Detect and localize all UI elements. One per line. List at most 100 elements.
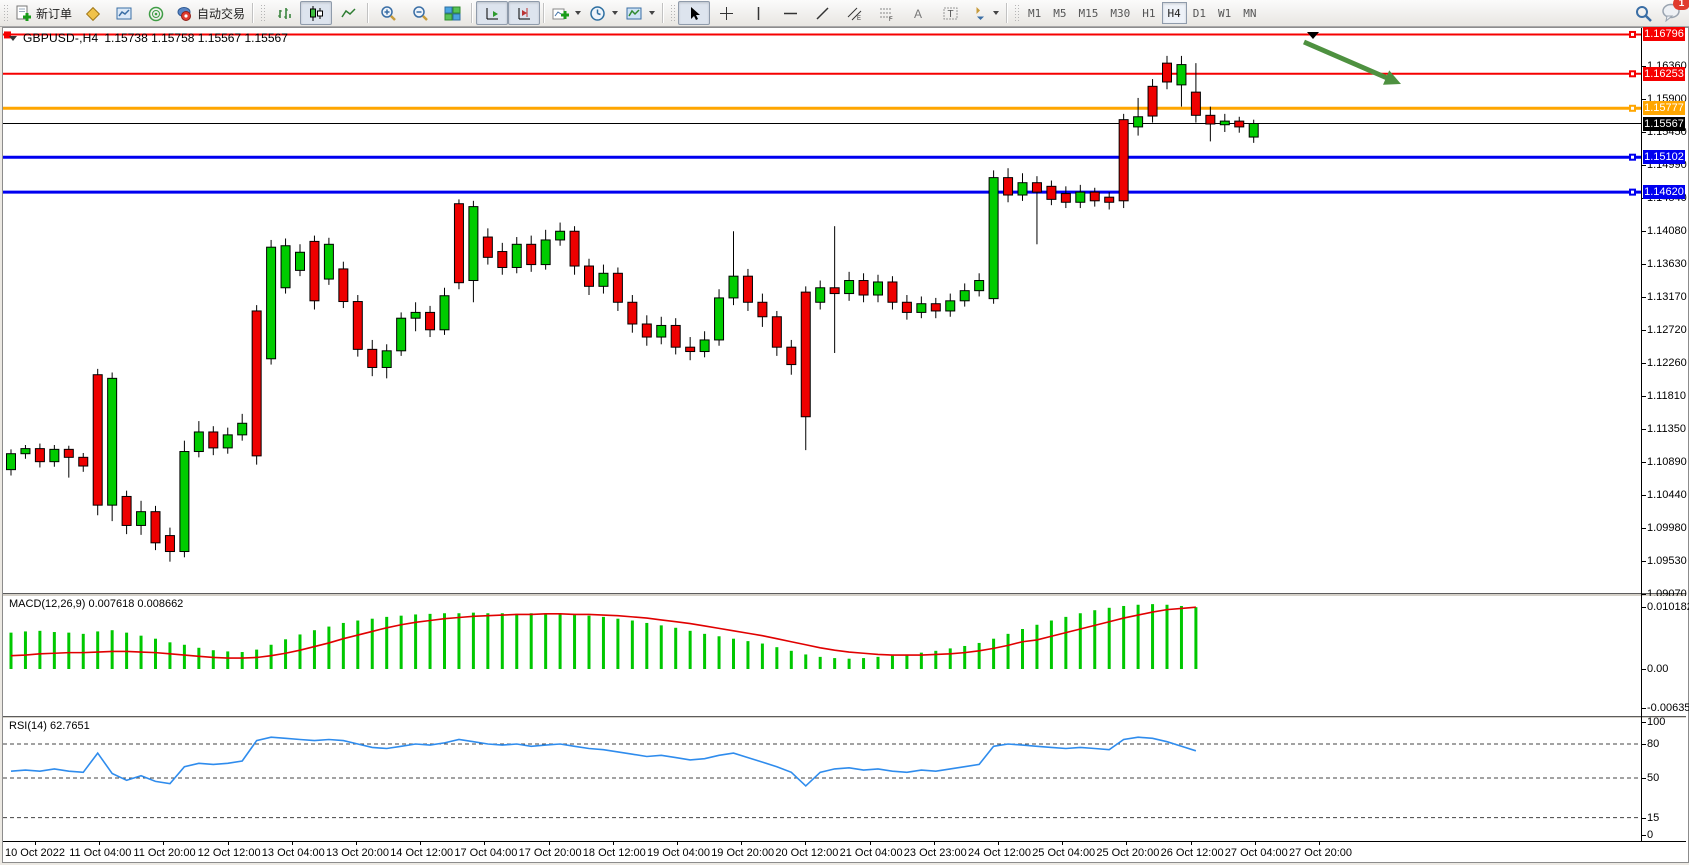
templates-dropdown-arrow[interactable] xyxy=(649,11,656,15)
time-axis-label: 11 Oct 20:00 xyxy=(133,847,196,859)
chat-icon[interactable]: 1 xyxy=(1661,0,1689,22)
timeframe-button-m30[interactable]: M30 xyxy=(1110,6,1131,20)
chart-shift-button[interactable] xyxy=(508,1,541,25)
candle-body xyxy=(714,297,725,341)
candle-body xyxy=(612,272,623,303)
indicators-dropdown-arrow[interactable] xyxy=(575,11,582,15)
zoom-in-button[interactable] xyxy=(372,1,404,25)
price-axis[interactable]: 1.163601.159001.154501.149901.145401.140… xyxy=(1642,27,1687,600)
candle-body xyxy=(63,448,74,458)
trend-arrow-head xyxy=(1383,70,1401,85)
candlestick-chart-button[interactable] xyxy=(300,1,333,25)
timeframe-button-w1[interactable]: W1 xyxy=(1218,6,1232,20)
search-icon[interactable] xyxy=(1634,4,1652,22)
candle-body xyxy=(945,300,956,312)
svg-text:T: T xyxy=(947,9,953,20)
vertical-line-button[interactable] xyxy=(742,1,774,25)
down-triangle-marker[interactable] xyxy=(1307,32,1319,39)
price-axis-line xyxy=(1641,28,1642,841)
axis-tick-label: 1.12720 xyxy=(1647,324,1687,336)
toolbar-grip[interactable] xyxy=(260,4,266,22)
timeframe-button-m5[interactable]: M5 xyxy=(1053,6,1067,20)
cursor-button[interactable] xyxy=(678,1,711,25)
fibonacci-button[interactable]: F xyxy=(870,1,902,25)
auto-scroll-button[interactable] xyxy=(476,1,509,25)
arrows-button[interactable] xyxy=(966,1,1003,25)
macd-panel[interactable]: MACD(12,26,9) 0.007618 0.008662 xyxy=(3,596,1641,716)
charts-window-button[interactable] xyxy=(108,1,140,25)
profiles-button[interactable] xyxy=(76,1,108,25)
timeframe-button-mn[interactable]: MN xyxy=(1243,6,1257,20)
trendline-button[interactable] xyxy=(806,1,838,25)
arrows-dropdown-arrow[interactable] xyxy=(993,11,1000,15)
axis-tick-mark xyxy=(1642,722,1646,723)
rsi-chart-surface[interactable] xyxy=(3,718,1641,841)
candle-body xyxy=(20,448,31,455)
hline-left-anchor[interactable] xyxy=(4,31,11,39)
text-label-button[interactable]: T xyxy=(934,1,966,25)
candle-body xyxy=(323,243,334,280)
candle-body xyxy=(453,203,464,284)
axis-tick-label: 0.010182 xyxy=(1647,601,1689,613)
hline-anchor-dot xyxy=(1631,190,1634,194)
candle-body xyxy=(121,495,132,526)
crosshair-button[interactable] xyxy=(710,1,742,25)
timeframe-button-m15[interactable]: M15 xyxy=(1078,6,1099,20)
text-icon: A xyxy=(910,5,927,22)
toolbar-grip[interactable] xyxy=(1014,4,1020,22)
axis-tick-mark xyxy=(1642,744,1646,745)
line-chart-icon xyxy=(340,5,357,22)
macd-axis[interactable]: 0.010182 0.00 -0.006357 xyxy=(1642,596,1689,716)
bar-chart-button[interactable] xyxy=(268,1,300,25)
templates-button[interactable] xyxy=(622,1,659,25)
macd-chart-surface[interactable] xyxy=(3,596,1641,716)
time-axis[interactable]: 10 Oct 2022 11 Oct 04:00 11 Oct 20:00 12 Oc… xyxy=(3,841,1686,862)
periods-button[interactable] xyxy=(585,1,622,25)
new-order-button[interactable]: 新订单 xyxy=(11,1,76,25)
horizontal-line-button[interactable] xyxy=(774,1,806,25)
price-chart-panel[interactable]: GBPUSD-,H4 1.15738 1.15758 1.15567 1.155… xyxy=(3,28,1641,593)
collapse-triangle-icon[interactable] xyxy=(9,35,17,41)
candle-body xyxy=(396,317,407,352)
timeframe-toolbar: M1 M5 M15 M30 H1 H4 D1 W1 MN xyxy=(1022,2,1263,24)
hline-anchor-dot xyxy=(1631,72,1634,76)
timeframe-button-d1[interactable]: D1 xyxy=(1192,6,1207,20)
timeframe-button-m1[interactable]: M1 xyxy=(1028,6,1042,20)
hline-price-badge: 1.16253 xyxy=(1643,67,1685,81)
horizontal-line-icon xyxy=(782,5,799,22)
trend-arrow-annotation[interactable] xyxy=(1303,39,1391,82)
rsi-axis[interactable]: 100 80 50 15 0 xyxy=(1642,716,1686,841)
axis-tick-label: 0 xyxy=(1647,829,1654,841)
time-axis-label: 25 Oct 04:00 xyxy=(1032,847,1096,859)
periods-clock-icon xyxy=(589,5,606,22)
chat-notification-badge: 1 xyxy=(1673,0,1689,10)
hline-anchor-dot xyxy=(1631,106,1634,110)
toolbar-grip[interactable] xyxy=(670,4,676,22)
chart-ohlc-values: 1.15738 1.15758 1.15567 1.15567 xyxy=(104,31,288,45)
market-sound-button[interactable] xyxy=(140,1,172,25)
candle-body xyxy=(1205,114,1216,125)
zoom-out-button[interactable] xyxy=(404,1,436,25)
axis-tick-mark xyxy=(1642,264,1646,265)
time-axis-label: 23 Oct 23:00 xyxy=(903,847,967,859)
toolbar-grip[interactable] xyxy=(3,4,8,22)
svg-text:A: A xyxy=(914,7,922,21)
chart-title: GBPUSD-,H4 1.15738 1.15758 1.15567 1.155… xyxy=(9,31,288,45)
rsi-panel[interactable]: RSI(14) 62.7651 xyxy=(3,718,1641,841)
line-chart-button[interactable] xyxy=(332,1,364,25)
autotrading-button[interactable]: 自动交易 xyxy=(172,1,249,25)
candlestick-chart-surface[interactable] xyxy=(3,28,1641,593)
axis-tick-label: 1.09530 xyxy=(1647,555,1687,567)
candle-body xyxy=(410,311,421,319)
axis-tick-mark xyxy=(1642,495,1646,496)
text-button[interactable]: A xyxy=(902,1,934,25)
channel-button[interactable]: E xyxy=(838,1,870,25)
candle-body xyxy=(786,346,797,366)
zoom-in-icon xyxy=(380,5,397,22)
timeframe-button-h1[interactable]: H1 xyxy=(1142,6,1156,20)
indicators-button[interactable] xyxy=(548,1,585,25)
axis-tick-mark xyxy=(1642,528,1646,529)
periods-dropdown-arrow[interactable] xyxy=(612,11,619,15)
tile-windows-button[interactable] xyxy=(436,1,468,25)
timeframe-button-h4[interactable]: H4 xyxy=(1161,2,1187,24)
